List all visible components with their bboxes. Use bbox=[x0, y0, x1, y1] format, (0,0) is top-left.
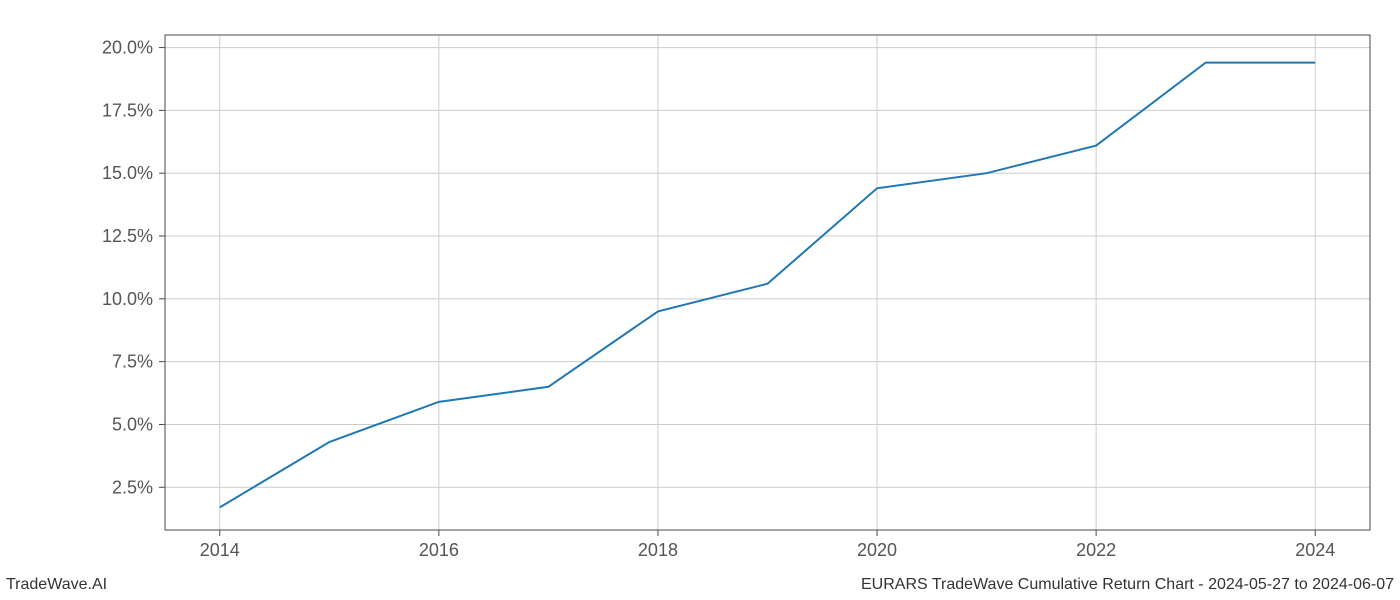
y-tick-label: 10.0% bbox=[102, 289, 153, 309]
footer-caption: EURARS TradeWave Cumulative Return Chart… bbox=[861, 576, 1394, 594]
y-tick-label: 5.0% bbox=[112, 414, 153, 434]
y-tick-label: 12.5% bbox=[102, 226, 153, 246]
x-tick-label: 2020 bbox=[857, 540, 897, 560]
line-chart: 2014 2016 2018 2020 2022 2024 2.5% 5.0% 7.5% 10.0… bbox=[0, 0, 1400, 600]
x-tick-label: 2018 bbox=[638, 540, 678, 560]
x-tick-label: 2016 bbox=[419, 540, 459, 560]
x-tick-label: 2014 bbox=[200, 540, 240, 560]
y-tick-label: 17.5% bbox=[102, 100, 153, 120]
x-tick-label: 2024 bbox=[1295, 540, 1335, 560]
y-tick-label: 15.0% bbox=[102, 163, 153, 183]
y-tick-label: 20.0% bbox=[102, 38, 153, 58]
y-tick-label: 2.5% bbox=[112, 477, 153, 497]
footer-brand: TradeWave.AI bbox=[6, 576, 107, 594]
x-tick-label: 2022 bbox=[1076, 540, 1116, 560]
y-tick-label: 7.5% bbox=[112, 352, 153, 372]
chart-container: 2014 2016 2018 2020 2022 2024 2.5% 5.0% 7.5% 10.0… bbox=[0, 0, 1400, 600]
